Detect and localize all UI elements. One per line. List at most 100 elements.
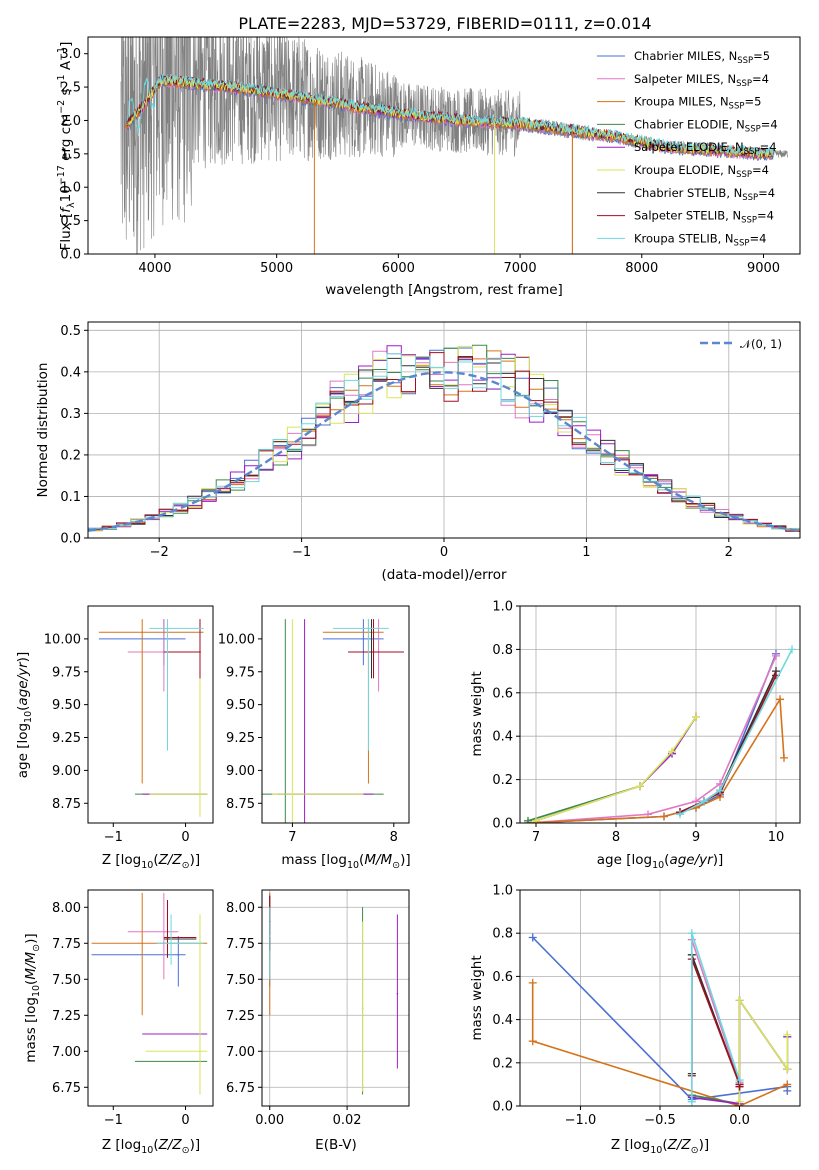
series-marker — [528, 933, 537, 942]
y-axis-label: age [log10(age/yr)] — [15, 652, 34, 778]
data-point — [372, 651, 375, 653]
y-tick-label: 0.4 — [492, 730, 513, 745]
series-line-2 — [527, 696, 785, 823]
x-tick-label: 1 — [582, 545, 590, 560]
series-line-0 — [527, 653, 777, 823]
y-tick-label: 0.0 — [492, 1100, 513, 1115]
x-tick-label: 0.02 — [333, 1113, 362, 1128]
y-tick-label: 0.4 — [492, 1013, 513, 1028]
y-tick-label: 7.00 — [52, 1045, 81, 1060]
y-tick-label: 7.00 — [226, 1045, 255, 1060]
plot-area — [262, 619, 404, 823]
data-point — [199, 793, 201, 795]
y-tick-label: 0.2 — [60, 448, 81, 463]
data-point — [177, 954, 180, 956]
grid — [520, 889, 800, 1107]
data-point — [361, 1007, 364, 1009]
x-axis-label: Z [log10(Z/Z⊙)] — [102, 1137, 200, 1156]
plot-layer: 4000 5000 6000 7000 8000 90000.00.51.01.52.02… — [15, 36, 801, 1156]
x-axis-label: mass [log10(M/M⊙)] — [281, 852, 410, 871]
y-axis-label: Flux [fλ10−17 erg cm−2 s−1 A−1] — [56, 42, 77, 251]
legend-entry: Salpeter ELODIE, NSSP=4 — [634, 140, 777, 157]
x-tick-label: 0.00 — [255, 1113, 284, 1128]
series-marker — [783, 1080, 792, 1089]
y-tick-label: 7.75 — [52, 937, 81, 952]
panel-mass-weight-vs-z: −1.0 −0.5 0.0 0.0 0.2 0.4 0.6 0.8 1.0 Z [log10(Z/… — [469, 884, 801, 1156]
y-tick-label: 0.3 — [60, 407, 81, 422]
x-tick-label: 7 — [532, 830, 540, 845]
data-point — [362, 638, 365, 640]
series-marker — [532, 816, 540, 823]
legend: Chabrier MILES, NSSP=5 Salpeter MILES, NS… — [597, 49, 778, 248]
legend-entry: Kroupa STELIB, NSSP=4 — [634, 231, 766, 248]
y-tick-label: 9.50 — [226, 698, 255, 713]
y-tick-label: 0.2 — [492, 773, 513, 788]
y-tick-label: 8.00 — [52, 901, 81, 916]
series-line-7 — [679, 675, 777, 813]
panel-residual-histogram: −2 −1 0 1 2 0.0 0.1 0.2 0.3 0.4 0.5 (data-model)/er… — [35, 321, 801, 583]
x-axis-label: age [log10(age/yr)] — [597, 852, 723, 871]
data-point — [163, 930, 165, 933]
legend-entry: Kroupa ELODIE, NSSP=4 — [634, 163, 769, 180]
x-tick-label: −1.0 — [565, 1113, 597, 1128]
series-line-8 — [679, 649, 793, 816]
panel-age-vs-mass: 7 8 8.75 9.00 9.25 9.50 9.75 10.00 mass [log10(M… — [218, 605, 411, 871]
series-line-7 — [691, 958, 741, 1087]
series-marker — [668, 747, 676, 756]
series-marker — [687, 929, 696, 938]
y-tick-label: 1.0 — [492, 884, 513, 899]
series-marker — [636, 782, 644, 791]
series-marker — [735, 1076, 744, 1085]
axes-frame — [519, 889, 801, 1107]
y-tick-label: 0.1 — [60, 490, 81, 505]
panel-spectrum: 4000 5000 6000 7000 8000 9000 0.0 0.5 1.0 1.5 2.0 2… — [56, 36, 801, 298]
series-marker — [780, 753, 788, 762]
legend-entry: Salpeter MILES, NSSP=4 — [634, 72, 769, 89]
y-tick-label: 1.0 — [492, 600, 513, 615]
y-tick-label: 0.0 — [492, 817, 513, 832]
panel-mass-vs-z: −1 0 6.75 7.00 7.25 7.50 7.75 8.00 Z [log10(Z/Z⊙… — [23, 889, 214, 1156]
x-tick-label: 6000 — [382, 261, 415, 276]
x-axis-label: wavelength [Angstrom, rest frame] — [325, 282, 563, 298]
series-marker — [716, 786, 724, 795]
axes-frame — [519, 605, 801, 824]
y-tick-label: 6.75 — [52, 1081, 81, 1096]
axes-frame — [87, 36, 801, 255]
y-tick-label: 7.75 — [226, 937, 255, 952]
x-tick-label: 0 — [181, 1113, 189, 1128]
y-tick-label: 0.0 — [60, 248, 81, 263]
legend-entry: Chabrier STELIB, NSSP=4 — [634, 186, 775, 203]
y-tick-label: 1.0 — [60, 181, 81, 196]
x-tick-label: −1 — [104, 830, 123, 845]
legend-entry: Salpeter STELIB, NSSP=4 — [634, 209, 774, 226]
x-tick-label: 8 — [390, 830, 398, 845]
y-tick-label: 2.0 — [60, 114, 81, 129]
panel-mass-weight-vs-age: 7 8 9 10 0.0 0.2 0.4 0.6 0.8 1.0 age [log10(age/yr… — [469, 600, 801, 871]
x-tick-label: −1 — [292, 545, 311, 560]
x-tick-label: 8 — [612, 830, 620, 845]
series-marker — [676, 810, 684, 819]
series-marker — [788, 645, 796, 654]
figure-title: PLATE=2283, MJD=53729, FIBERID=0111, z=0… — [238, 14, 651, 33]
panel-age-vs-z: −1 0 8.75 9.00 9.25 9.50 9.75 10.00 Z [log10(Z/Z… — [15, 605, 214, 871]
data-point — [141, 942, 143, 945]
x-axis-label: Z [log10(Z/Z⊙)] — [611, 1137, 709, 1156]
y-tick-label: 6.75 — [226, 1081, 255, 1096]
data-point — [199, 651, 201, 653]
y-tick-label: 8.75 — [52, 797, 81, 812]
axes-frame — [261, 889, 410, 1107]
y-tick-label: 0.5 — [60, 324, 81, 339]
x-tick-label: −0.5 — [644, 1113, 676, 1128]
y-tick-label: 0.2 — [492, 1056, 513, 1071]
axes-frame — [87, 889, 214, 1107]
y-tick-label: 7.50 — [226, 973, 255, 988]
series-line-5 — [535, 716, 697, 822]
data-point — [396, 992, 399, 995]
series-marker — [783, 1030, 792, 1039]
series-line-2 — [531, 982, 788, 1106]
x-tick-label: −1 — [104, 1113, 123, 1128]
y-tick-label: 0.8 — [492, 643, 513, 658]
x-tick-label: 0.0 — [729, 1113, 750, 1128]
y-tick-label: 7.50 — [52, 973, 81, 988]
y-tick-label: 0.4 — [60, 365, 81, 380]
